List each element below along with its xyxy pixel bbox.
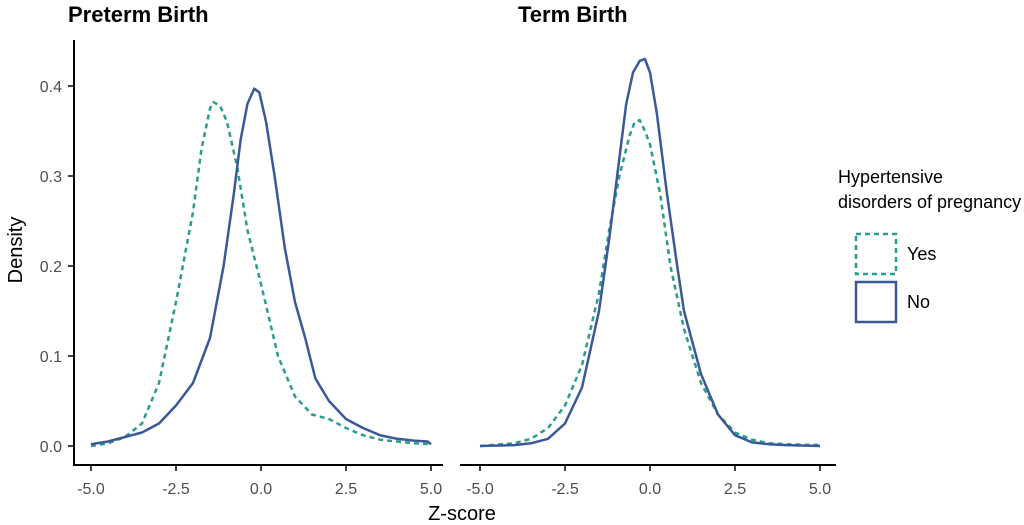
series-line-no bbox=[479, 57, 821, 448]
x-tick-label: 0.0 bbox=[250, 481, 272, 498]
series-line-no bbox=[90, 87, 432, 446]
x-ticks-preterm: -5.0 -2.5 0.0 2.5 5.0 bbox=[77, 465, 442, 498]
legend: Hypertensive disorders of pregnancy Yes … bbox=[838, 167, 1021, 324]
x-tick-label: 5.0 bbox=[420, 481, 442, 498]
x-tick-label: -5.0 bbox=[77, 481, 105, 498]
legend-label-no: No bbox=[907, 292, 930, 312]
series-line-yes bbox=[90, 100, 432, 448]
panel-term: Term Birth -5.0 -2.5 0.0 2.5 5.0 bbox=[460, 2, 836, 498]
x-tick-label: 2.5 bbox=[335, 481, 357, 498]
y-tick-label: 0.1 bbox=[40, 349, 62, 366]
panel-title-term: Term Birth bbox=[518, 2, 628, 27]
x-ticks-term: -5.0 -2.5 0.0 2.5 5.0 bbox=[466, 465, 831, 498]
legend-key-no bbox=[854, 280, 898, 324]
x-tick-label: 2.5 bbox=[724, 481, 746, 498]
y-ticks-preterm: 0.0 0.1 0.2 0.3 0.4 bbox=[40, 79, 74, 456]
curves-preterm bbox=[90, 87, 432, 448]
y-tick-label: 0.2 bbox=[40, 259, 62, 276]
legend-label-yes: Yes bbox=[907, 244, 936, 264]
x-tick-label: 0.0 bbox=[639, 481, 661, 498]
legend-title-line-2: disorders of pregnancy bbox=[838, 192, 1021, 212]
panel-title-preterm: Preterm Birth bbox=[68, 2, 209, 27]
x-tick-label: 5.0 bbox=[809, 481, 831, 498]
y-tick-label: 0.0 bbox=[40, 439, 62, 456]
x-tick-label: -2.5 bbox=[162, 481, 190, 498]
y-tick-label: 0.4 bbox=[40, 79, 62, 96]
x-tick-label: -2.5 bbox=[551, 481, 579, 498]
y-axis-title: Density bbox=[5, 217, 27, 284]
series-line-yes bbox=[479, 118, 821, 448]
legend-key-yes bbox=[854, 232, 898, 276]
panel-preterm: Preterm Birth 0.0 0.1 0.2 0.3 0.4 -5.0 -2.5 0.… bbox=[40, 2, 443, 498]
x-tick-label: -5.0 bbox=[466, 481, 494, 498]
curves-term bbox=[479, 57, 821, 448]
legend-title-line-1: Hypertensive bbox=[838, 167, 943, 187]
y-tick-label: 0.3 bbox=[40, 169, 62, 186]
x-axis-title: Z-score bbox=[428, 503, 496, 525]
